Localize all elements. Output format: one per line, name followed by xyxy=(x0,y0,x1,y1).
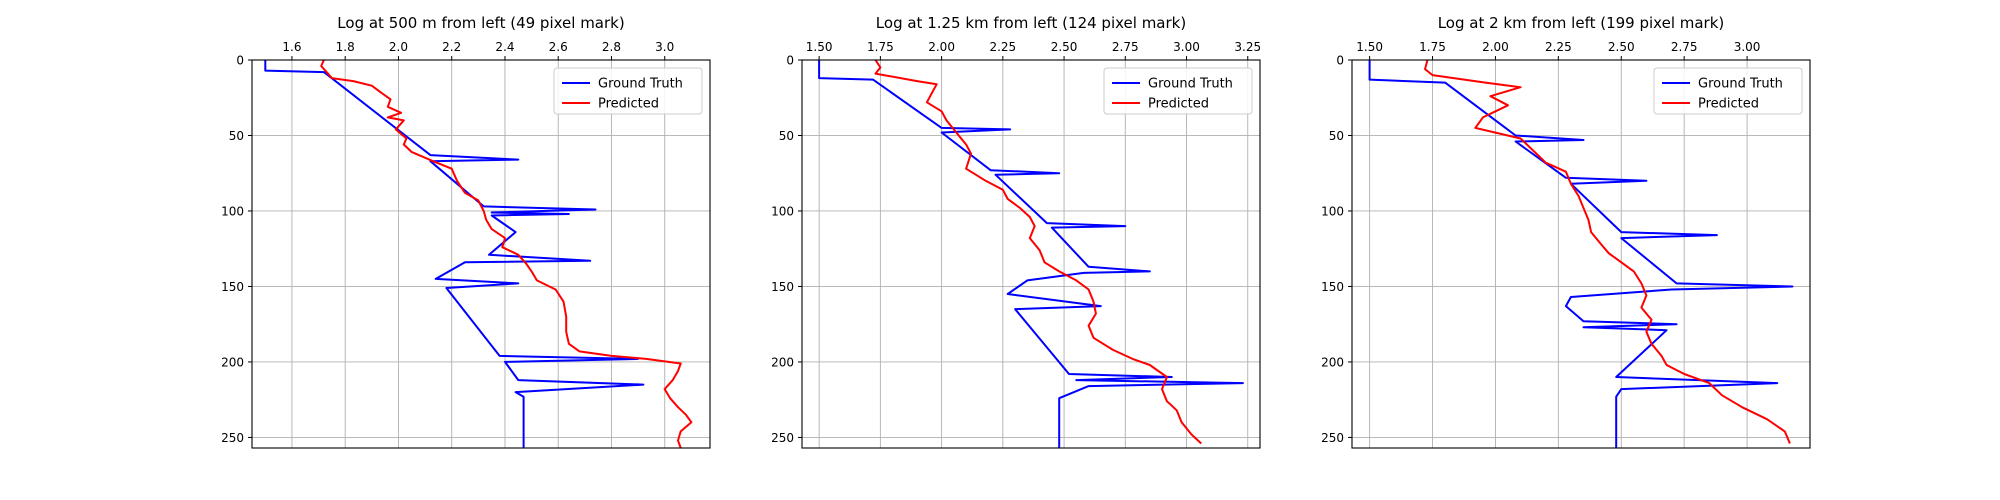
x-tick-label: 3.00 xyxy=(1173,40,1200,54)
y-tick-label: 150 xyxy=(771,280,794,294)
y-tick-label: 250 xyxy=(1321,431,1344,445)
y-tick-label: 0 xyxy=(786,54,794,68)
y-tick-label: 0 xyxy=(1336,54,1344,68)
x-tick-label: 2.75 xyxy=(1112,40,1139,54)
y-tick-label: 200 xyxy=(221,355,244,369)
chart-panel-3: 1.50 1.75 2.00 2.25 2.50 2.75 3.00 0 50 100 150 200… xyxy=(1321,14,1811,449)
chart-panel-2: 1.50 1.75 2.00 2.25 2.50 2.75 3.00 3.25 0 50 100 15… xyxy=(771,14,1261,449)
x-tick-label: 1.6 xyxy=(282,40,301,54)
x-tick-label: 3.0 xyxy=(655,40,674,54)
x-tick-label: 2.25 xyxy=(1545,40,1572,54)
legend-box xyxy=(553,67,703,115)
legend-label: Predicted xyxy=(1698,97,1759,112)
series-line-ground-truth xyxy=(818,60,1244,448)
y-tick-label: 150 xyxy=(1321,280,1344,294)
legend: Ground Truth Predicted xyxy=(553,67,703,115)
legend-label: Ground Truth xyxy=(1698,77,1783,92)
x-tick-label: 2.8 xyxy=(602,40,621,54)
x-tick-label: 3.25 xyxy=(1234,40,1261,54)
x-tick-label: 1.8 xyxy=(336,40,355,54)
y-tick-label: 200 xyxy=(771,355,794,369)
x-tick-label: 3.00 xyxy=(1734,40,1761,54)
x-tick-label: 2.6 xyxy=(549,40,568,54)
x-tick-label: 2.25 xyxy=(989,40,1016,54)
series-line-predicted xyxy=(320,60,693,448)
plot-frame xyxy=(801,59,1261,449)
x-tick-label: 2.50 xyxy=(1608,40,1635,54)
series-line-ground-truth xyxy=(264,60,645,448)
y-tick-label: 250 xyxy=(221,431,244,445)
x-tick-label: 2.75 xyxy=(1671,40,1698,54)
legend-label: Ground Truth xyxy=(1148,77,1233,92)
x-tick-label: 2.4 xyxy=(495,40,514,54)
x-tick-label: 2.50 xyxy=(1051,40,1078,54)
legend-label: Predicted xyxy=(598,97,659,112)
x-tick-label: 2.0 xyxy=(389,40,408,54)
y-tick-label: 250 xyxy=(771,431,794,445)
y-tick-label: 50 xyxy=(779,129,794,143)
y-tick-label: 50 xyxy=(1329,129,1344,143)
x-tick-label: 1.75 xyxy=(1419,40,1446,54)
y-tick-label: 100 xyxy=(1321,204,1344,218)
legend: Ground Truth Predicted xyxy=(1103,67,1253,115)
y-tick-label: 150 xyxy=(221,280,244,294)
x-tick-label: 2.00 xyxy=(1482,40,1509,54)
y-tick-label: 50 xyxy=(229,129,244,143)
chart-title: Log at 1.25 km from left (124 pixel mark… xyxy=(876,14,1186,32)
series-line-ground-truth xyxy=(1368,60,1794,448)
y-tick-label: 100 xyxy=(771,204,794,218)
legend-box xyxy=(1103,67,1253,115)
legend-label: Ground Truth xyxy=(598,77,683,92)
y-tick-label: 0 xyxy=(236,54,244,68)
plot-frame xyxy=(251,59,711,449)
y-tick-label: 100 xyxy=(221,204,244,218)
x-tick-label: 1.50 xyxy=(1356,40,1383,54)
series-line-predicted xyxy=(874,60,1202,445)
series-line-predicted xyxy=(1424,60,1791,444)
legend: Ground Truth Predicted xyxy=(1653,67,1803,115)
x-tick-label: 2.2 xyxy=(442,40,461,54)
x-tick-label: 1.75 xyxy=(867,40,894,54)
x-tick-label: 1.50 xyxy=(806,40,833,54)
plot-frame xyxy=(1351,59,1811,449)
chart-panel-1: 1.6 1.8 2.0 2.2 2.4 2.6 2.8 3.0 0 50 100 150 200 250 L… xyxy=(221,14,711,449)
legend-label: Predicted xyxy=(1148,97,1209,112)
chart-title: Log at 2 km from left (199 pixel mark) xyxy=(1438,14,1725,32)
y-tick-label: 200 xyxy=(1321,355,1344,369)
legend-box xyxy=(1653,67,1803,115)
x-tick-label: 2.00 xyxy=(928,40,955,54)
chart-title: Log at 500 m from left (49 pixel mark) xyxy=(337,14,624,32)
